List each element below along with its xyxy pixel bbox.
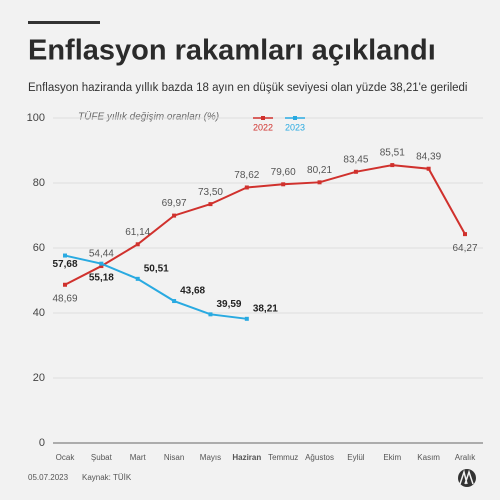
point (63, 282, 67, 287)
legend-marker (293, 116, 297, 120)
x-tick-label: Nisan (164, 453, 184, 462)
y-tick-label: 100 (27, 112, 45, 124)
point (135, 276, 140, 281)
point (172, 299, 177, 304)
value-label: 55,18 (89, 272, 114, 283)
y-axis-label: TÜFE yıllık değişim oranları (%) (78, 111, 219, 123)
legend-label: 2023 (285, 122, 305, 132)
y-tick-label: 80 (33, 177, 45, 189)
point (172, 213, 177, 218)
point (244, 316, 249, 321)
x-tick-label: Ekim (383, 453, 401, 462)
point (208, 312, 213, 317)
point (390, 163, 395, 168)
y-tick-label: 0 (39, 437, 45, 449)
point (463, 232, 467, 237)
value-label: 84,39 (416, 151, 441, 162)
point (244, 185, 249, 190)
value-label: 50,51 (144, 263, 169, 274)
legend-label: 2022 (253, 122, 273, 132)
value-label: 57,68 (52, 259, 77, 270)
logo (458, 469, 476, 487)
x-tick-label: Şubat (91, 453, 113, 462)
y-tick-label: 20 (33, 372, 45, 384)
value-label: 78,62 (234, 170, 259, 181)
x-tick-label: Kasım (417, 453, 440, 462)
value-label: 39,59 (216, 299, 241, 310)
point (63, 253, 67, 258)
value-label: 69,97 (162, 198, 187, 209)
point (208, 202, 213, 207)
x-tick-label: Temmuz (268, 453, 298, 462)
legend-marker (261, 116, 265, 120)
point (426, 166, 431, 171)
x-tick-label: Eylül (347, 453, 365, 462)
value-label: 79,60 (271, 167, 296, 178)
point (281, 182, 286, 187)
value-label: 85,51 (380, 148, 405, 159)
point (317, 180, 322, 185)
point (99, 264, 104, 269)
value-label: 54,44 (89, 249, 114, 260)
x-tick-label: Ocak (56, 453, 76, 462)
line (64, 164, 466, 286)
line (64, 254, 247, 320)
date: 05.07.2023 (28, 473, 69, 482)
value-label: 83,45 (343, 154, 368, 165)
source: Kaynak: TÜİK (82, 473, 132, 482)
value-label: 48,69 (52, 293, 77, 304)
value-label: 64,27 (452, 243, 477, 254)
title-bar (28, 21, 100, 24)
value-label: 80,21 (307, 165, 332, 176)
chart-subtitle: Enflasyon haziranda yıllık bazda 18 ayın… (28, 82, 467, 94)
value-label: 73,50 (198, 187, 223, 198)
x-tick-label: Mart (130, 453, 147, 462)
y-tick-label: 40 (33, 307, 45, 319)
x-tick-label: Haziran (232, 453, 261, 462)
chart-title: Enflasyon rakamları açıklandı (28, 35, 436, 67)
point (353, 169, 358, 174)
y-tick-label: 60 (33, 242, 45, 254)
point (99, 261, 104, 266)
x-tick-label: Aralık (455, 453, 476, 462)
value-label: 38,21 (253, 303, 278, 314)
x-tick-label: Mayıs (200, 453, 221, 462)
x-tick-label: Ağustos (305, 453, 334, 462)
value-label: 43,68 (180, 286, 205, 297)
point (135, 242, 140, 247)
value-label: 61,14 (125, 227, 150, 238)
